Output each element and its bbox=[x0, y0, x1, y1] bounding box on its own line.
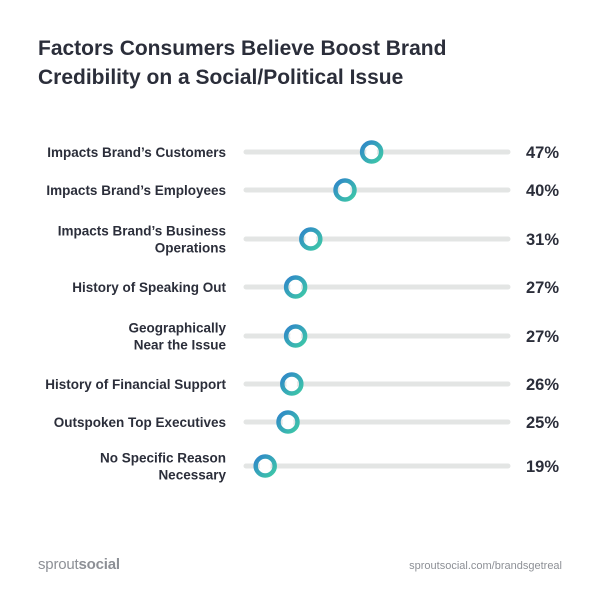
category-label: Impacts Brand’s Employees bbox=[46, 183, 226, 198]
chart-row: Impacts Brand’s Customers 47% bbox=[47, 140, 559, 164]
chart-row: No Specific Reason Necessary 19% bbox=[100, 451, 559, 483]
logo-text-bold: social bbox=[78, 556, 121, 573]
chart-row: Outspoken Top Executives 25% bbox=[54, 410, 559, 434]
category-label: Geographically bbox=[128, 321, 226, 336]
value-label: 40% bbox=[526, 182, 559, 200]
logo-text-light: sprout bbox=[38, 556, 79, 573]
category-label: Outspoken Top Executives bbox=[54, 415, 226, 430]
data-point-ring bbox=[280, 372, 304, 396]
data-point-ring bbox=[359, 140, 384, 164]
category-label: No Specific Reason bbox=[100, 451, 226, 466]
category-label: Necessary bbox=[158, 468, 226, 483]
chart-title: Factors Consumers Believe Boost Brand Cr… bbox=[38, 34, 508, 92]
data-point-ring bbox=[333, 178, 357, 202]
value-label: 47% bbox=[526, 144, 559, 162]
value-label: 26% bbox=[526, 376, 559, 394]
value-label: 19% bbox=[526, 458, 559, 476]
footer-url: sproutsocial.com/brandsgetreal bbox=[409, 560, 562, 572]
data-point-ring bbox=[283, 275, 308, 299]
category-label: Near the Issue bbox=[134, 338, 227, 353]
data-point-center bbox=[305, 233, 317, 245]
chart-row: Impacts Brand’s Business Operations 31% bbox=[58, 224, 560, 256]
data-point-center bbox=[290, 330, 302, 342]
data-point-ring bbox=[283, 324, 308, 348]
value-label: 27% bbox=[526, 328, 559, 346]
sprout-social-logo: sproutsocial bbox=[38, 556, 120, 573]
value-label: 27% bbox=[526, 279, 559, 297]
chart-title-line-1: Factors Consumers Believe Boost Brand bbox=[38, 37, 447, 60]
category-label: Operations bbox=[155, 241, 226, 256]
category-label: History of Financial Support bbox=[45, 377, 226, 392]
category-label: History of Speaking Out bbox=[72, 280, 226, 295]
data-point-ring bbox=[276, 410, 300, 434]
value-label: 31% bbox=[526, 231, 559, 249]
data-point-center bbox=[339, 184, 351, 196]
data-point-ring bbox=[253, 454, 277, 478]
category-label: Impacts Brand’s Business bbox=[58, 224, 226, 239]
data-point-center bbox=[286, 378, 298, 390]
data-point-ring bbox=[299, 227, 323, 251]
data-point-center bbox=[282, 416, 294, 428]
chart-row: History of Speaking Out 27% bbox=[72, 275, 559, 299]
data-point-center bbox=[259, 460, 271, 472]
data-point-center bbox=[290, 281, 302, 293]
value-label: 25% bbox=[526, 414, 559, 432]
data-point-center bbox=[366, 146, 378, 158]
chart-row: History of Financial Support 26% bbox=[45, 372, 559, 396]
chart-title-line-2: Credibility on a Social/Political Issue bbox=[38, 66, 404, 89]
category-label: Impacts Brand’s Customers bbox=[47, 145, 226, 160]
chart-row: Geographically Near the Issue 27% bbox=[128, 321, 559, 353]
chart-row: Impacts Brand’s Employees 40% bbox=[46, 178, 559, 202]
